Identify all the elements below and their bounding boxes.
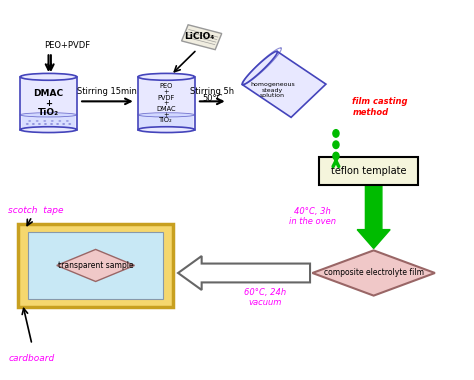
- Text: teflon template: teflon template: [331, 166, 407, 176]
- Text: PEO+PVDF: PEO+PVDF: [44, 41, 90, 50]
- Ellipse shape: [38, 123, 41, 125]
- Ellipse shape: [58, 120, 61, 122]
- Text: cardboard: cardboard: [9, 354, 55, 363]
- Bar: [138, 77, 195, 130]
- Text: PEO: PEO: [160, 83, 173, 89]
- Ellipse shape: [138, 127, 195, 133]
- Ellipse shape: [333, 141, 339, 149]
- Ellipse shape: [32, 123, 35, 125]
- Text: TiO₂: TiO₂: [38, 108, 59, 117]
- Text: TiO₂: TiO₂: [159, 117, 173, 123]
- Ellipse shape: [51, 120, 54, 122]
- Text: PVDF: PVDF: [158, 95, 175, 101]
- Ellipse shape: [138, 73, 195, 80]
- Text: 40°C, 3h
in the oven: 40°C, 3h in the oven: [289, 207, 336, 226]
- Ellipse shape: [62, 123, 65, 125]
- Polygon shape: [57, 249, 135, 282]
- Text: transparent sample: transparent sample: [58, 261, 134, 270]
- Text: 50°C: 50°C: [202, 94, 222, 103]
- Polygon shape: [182, 25, 222, 50]
- Text: homogeneous
steady
solution: homogeneous steady solution: [250, 82, 295, 98]
- Text: +: +: [164, 89, 169, 95]
- Ellipse shape: [138, 113, 195, 117]
- Bar: [18, 224, 173, 307]
- Text: film casting
method: film casting method: [353, 97, 408, 117]
- FancyBboxPatch shape: [319, 157, 419, 185]
- Ellipse shape: [333, 130, 339, 137]
- Polygon shape: [357, 185, 390, 249]
- Ellipse shape: [26, 123, 29, 125]
- Text: DMAC: DMAC: [34, 89, 64, 98]
- Ellipse shape: [66, 120, 69, 122]
- Text: +: +: [45, 99, 52, 108]
- Text: +: +: [164, 100, 169, 106]
- Text: LiClO₄: LiClO₄: [184, 32, 214, 41]
- Ellipse shape: [36, 120, 38, 122]
- Ellipse shape: [56, 123, 59, 125]
- Ellipse shape: [20, 113, 77, 117]
- Polygon shape: [312, 250, 435, 296]
- Ellipse shape: [50, 123, 53, 125]
- Ellipse shape: [20, 73, 77, 80]
- Ellipse shape: [20, 127, 77, 133]
- Text: 60°C, 24h
vacuum: 60°C, 24h vacuum: [244, 288, 286, 307]
- Ellipse shape: [68, 123, 71, 125]
- Text: Stirring 5h: Stirring 5h: [190, 87, 234, 96]
- Polygon shape: [242, 51, 277, 85]
- Text: scotch  tape: scotch tape: [9, 206, 64, 215]
- Ellipse shape: [333, 152, 339, 160]
- Ellipse shape: [44, 123, 47, 125]
- Bar: [20, 77, 77, 130]
- Bar: [22, 114, 75, 128]
- Bar: [28, 232, 163, 299]
- Text: DMAC: DMAC: [156, 106, 176, 112]
- Ellipse shape: [43, 120, 46, 122]
- Ellipse shape: [28, 120, 31, 122]
- Text: composite electrolyte film: composite electrolyte film: [324, 269, 424, 277]
- Text: +: +: [164, 112, 169, 117]
- Polygon shape: [242, 51, 326, 117]
- Text: Stirring 15min: Stirring 15min: [77, 87, 137, 96]
- Polygon shape: [178, 256, 310, 290]
- Bar: [139, 114, 193, 128]
